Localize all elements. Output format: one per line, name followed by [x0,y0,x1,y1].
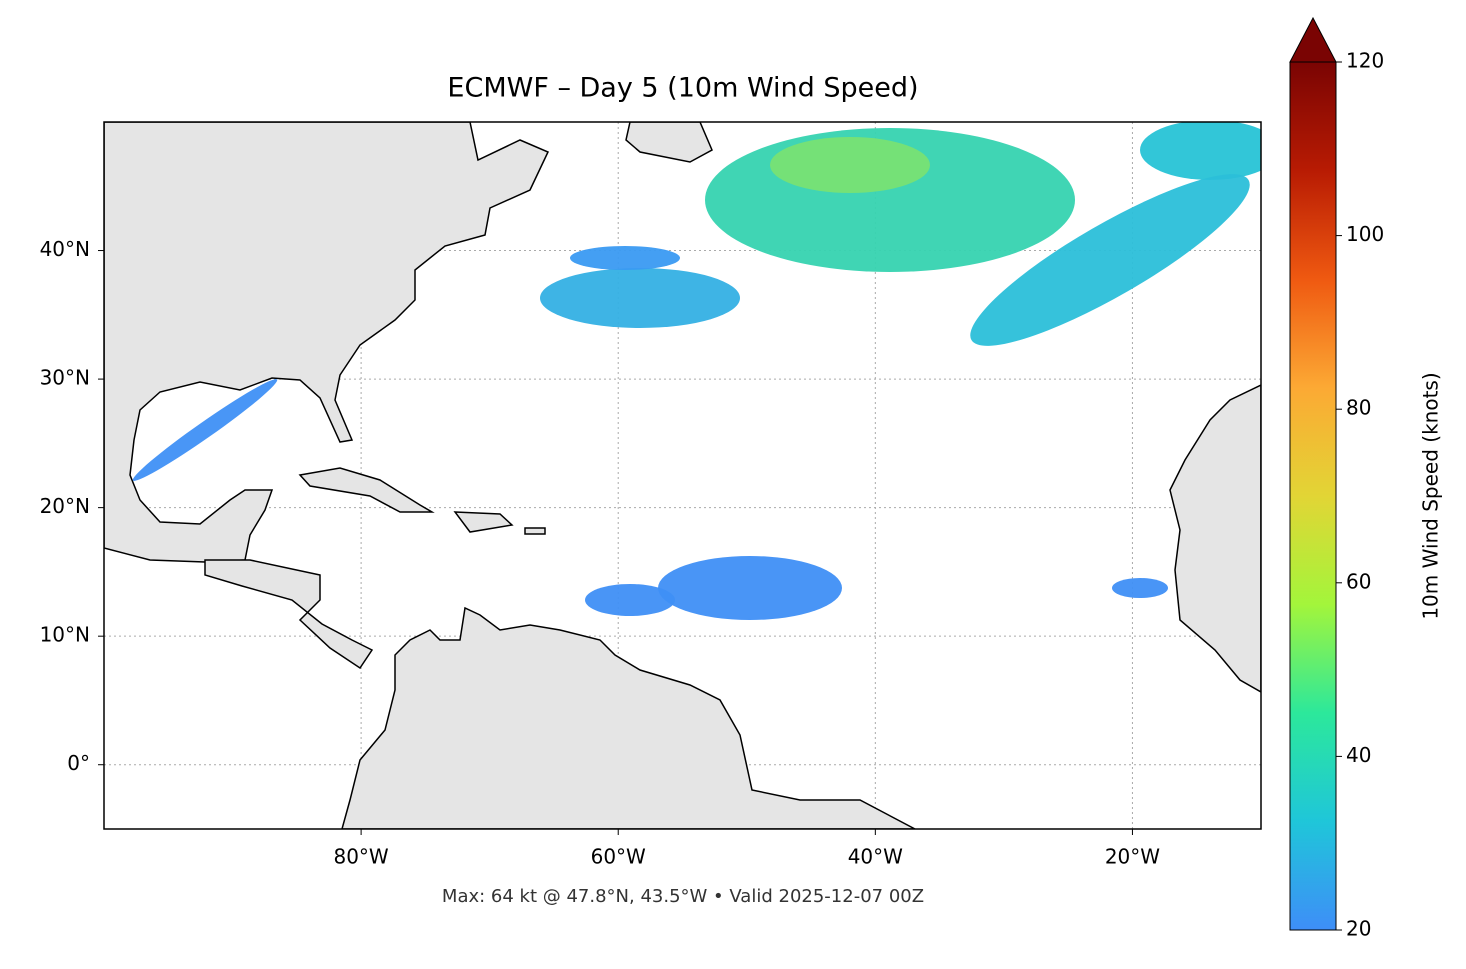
wind-area [585,584,675,616]
x-tick-label: 20°W [1105,845,1160,869]
colorbar-tick-label: 20 [1346,917,1371,941]
y-tick-label: 20°N [40,494,90,518]
wind-area [658,556,842,620]
wind-field [132,122,1261,620]
colorbar-tick-label: 40 [1346,743,1371,767]
colorbar-tick-label: 120 [1346,49,1384,73]
chart-title: ECMWF – Day 5 (10m Wind Speed) [447,73,918,104]
wind-area [540,268,740,328]
puerto-rico [524,527,546,535]
central-america [204,559,374,670]
colorbar-label: 10m Wind Speed (knots) [1419,372,1443,619]
colorbar-tick-label: 60 [1346,569,1371,593]
wind-area [1112,578,1168,598]
wind-area [970,174,1250,346]
north-america [104,122,550,563]
x-tick-label: 60°W [591,845,646,869]
wind-area [570,246,680,270]
map-area [104,122,1261,829]
y-tick-label: 30°N [40,366,90,390]
colorbar-tick-label: 80 [1346,396,1371,420]
wind-area [770,137,930,193]
x-tick-label: 80°W [333,845,388,869]
colorbar [1289,61,1337,931]
footnote: Max: 64 kt @ 47.8°N, 43.5°W • Valid 2025… [442,886,924,907]
wind-area [132,379,278,481]
x-tick-label: 40°W [848,845,903,869]
cuba [298,467,435,513]
newfoundland [625,122,713,163]
wind-area [1140,122,1261,180]
y-tick-label: 0° [67,751,90,775]
hispaniola [453,511,514,533]
africa [1169,384,1261,693]
y-tick-label: 10°N [40,623,90,647]
map-frame [103,121,1262,830]
south-america [341,606,916,829]
y-tick-label: 40°N [40,237,90,261]
colorbar-tick-label: 100 [1346,222,1384,246]
colorbar-extend [1289,16,1337,63]
